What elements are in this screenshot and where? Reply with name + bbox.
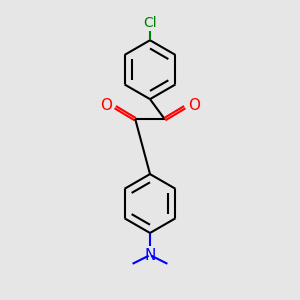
Text: O: O [188, 98, 200, 113]
Text: Cl: Cl [143, 16, 157, 29]
Text: O: O [100, 98, 112, 113]
Text: N: N [144, 248, 156, 263]
